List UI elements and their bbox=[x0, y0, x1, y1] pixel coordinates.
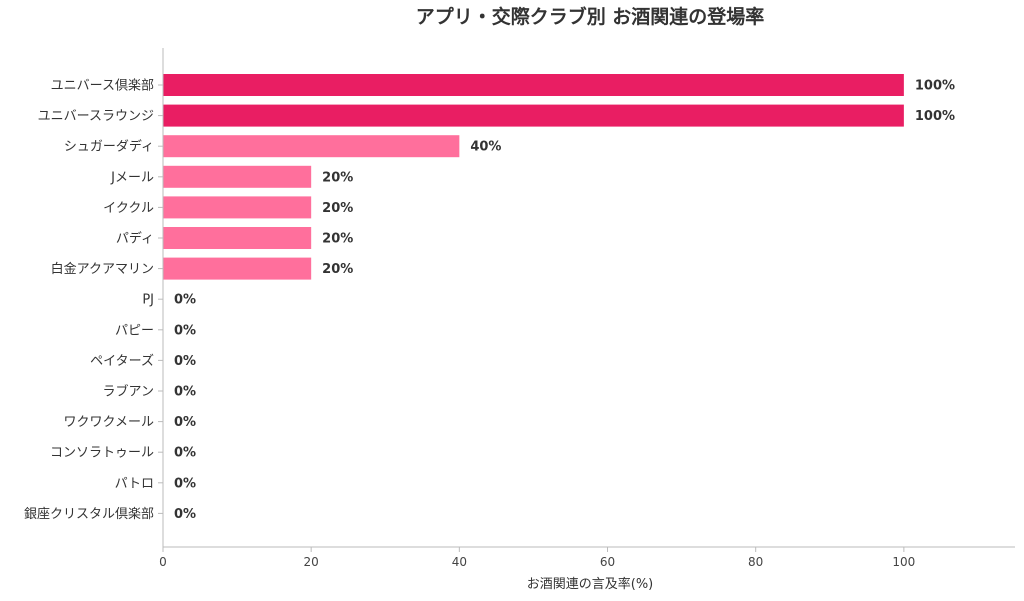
bar bbox=[163, 74, 904, 96]
labels-layer: ユニバース倶楽部 100% ユニバースラウンジ 100% シュガーダディ 40% Jメール 2… bbox=[24, 78, 955, 522]
value-label: 0% bbox=[174, 507, 196, 522]
bar bbox=[163, 227, 312, 249]
value-label: 0% bbox=[174, 446, 196, 461]
x-tick-label: 100 bbox=[892, 555, 915, 569]
x-tick-label: 80 bbox=[748, 555, 763, 569]
axes: 0 20 40 60 80 100 bbox=[158, 48, 1015, 569]
value-label: 0% bbox=[174, 415, 196, 430]
category-label: ユニバースラウンジ bbox=[38, 109, 154, 124]
x-tick-label: 60 bbox=[600, 555, 615, 569]
bar bbox=[163, 196, 312, 219]
value-label: 0% bbox=[174, 293, 196, 308]
category-label: Jメール bbox=[110, 170, 154, 185]
category-label: ワクワクメール bbox=[64, 415, 154, 430]
value-label: 20% bbox=[322, 232, 353, 247]
value-label: 0% bbox=[174, 476, 196, 491]
value-label: 0% bbox=[174, 385, 196, 400]
category-label: 白金アクアマリン bbox=[51, 261, 154, 277]
x-tick-label: 40 bbox=[452, 555, 467, 569]
category-label: イククル bbox=[103, 201, 154, 216]
bar bbox=[163, 257, 312, 280]
bars-layer bbox=[163, 74, 904, 280]
category-label: ユニバース倶楽部 bbox=[51, 78, 154, 94]
bar bbox=[163, 135, 460, 158]
value-label: 20% bbox=[322, 170, 353, 185]
category-label: パピー bbox=[115, 323, 154, 338]
x-axis-title: お酒関連の言及率(%) bbox=[527, 576, 654, 592]
value-label: 20% bbox=[322, 201, 353, 216]
value-label: 0% bbox=[174, 323, 196, 338]
value-label: 100% bbox=[915, 79, 955, 94]
category-label: コンソラトゥール bbox=[50, 446, 154, 461]
category-label: 銀座クリスタル倶楽部 bbox=[24, 506, 154, 522]
category-label: PJ bbox=[142, 293, 154, 308]
category-label: シュガーダディ bbox=[64, 139, 154, 155]
chart-title: アプリ・交際クラブ別 お酒関連の登場率 bbox=[416, 5, 765, 28]
value-label: 100% bbox=[915, 109, 955, 124]
value-label: 40% bbox=[470, 140, 501, 155]
category-label: パトロ bbox=[115, 476, 154, 491]
x-tick-label: 20 bbox=[304, 555, 319, 569]
x-tick-label: 0 bbox=[159, 555, 167, 569]
value-label: 0% bbox=[174, 354, 196, 369]
category-label: パディ bbox=[116, 231, 154, 247]
category-label: ラブアン bbox=[103, 384, 154, 400]
value-label: 20% bbox=[322, 262, 353, 277]
category-label: ペイターズ bbox=[90, 353, 154, 369]
bar bbox=[163, 165, 312, 188]
bar bbox=[163, 104, 904, 127]
